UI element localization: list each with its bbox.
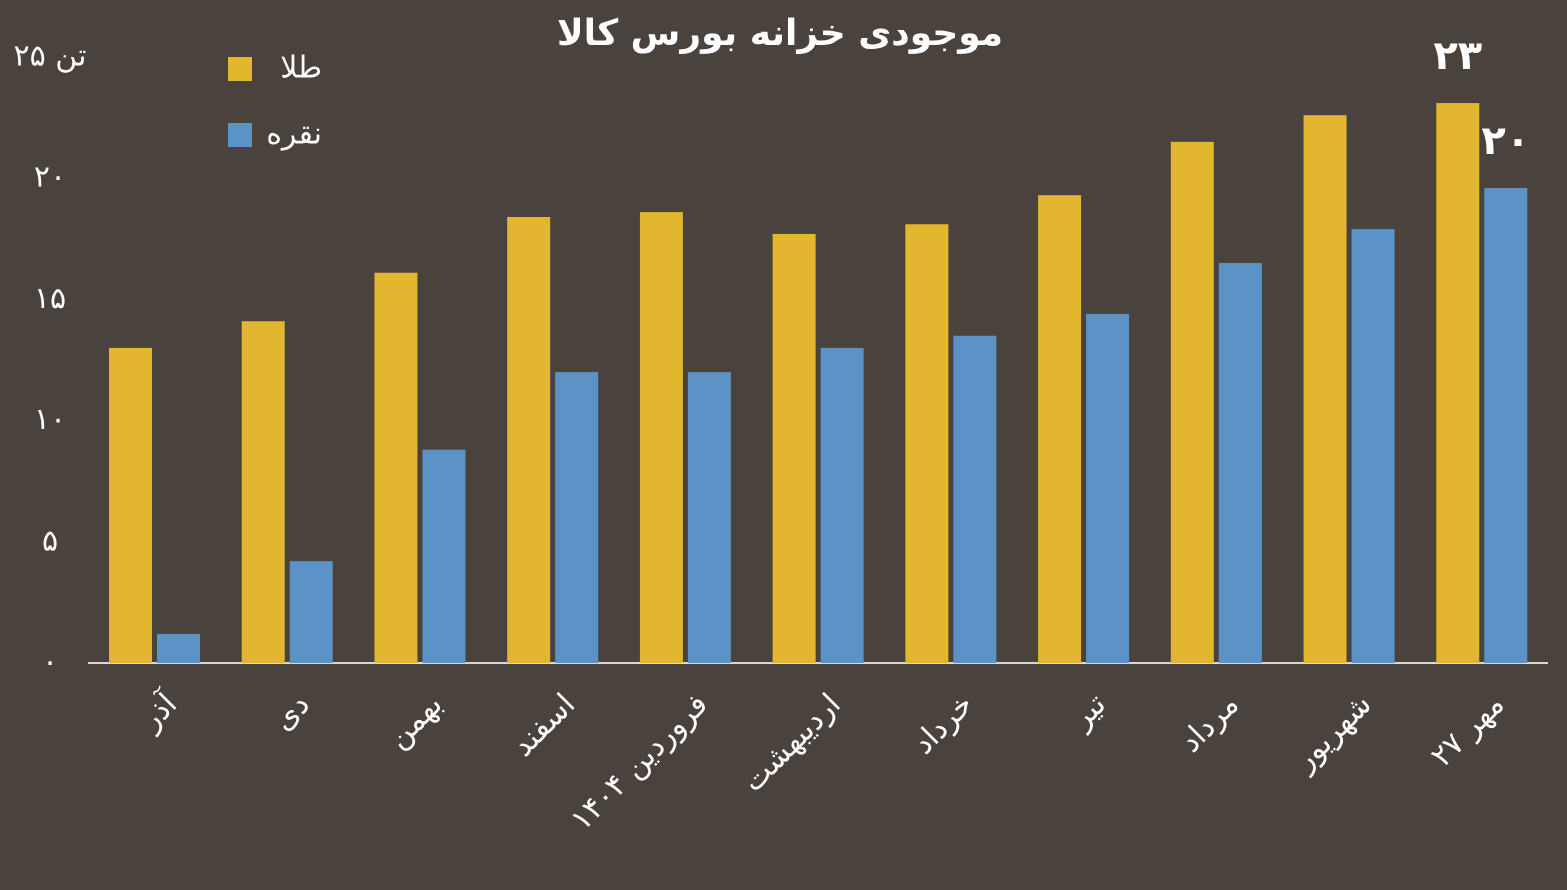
- x-tick-label: دی: [266, 687, 317, 738]
- x-tick-label: تیر: [1063, 687, 1113, 737]
- x-tick-label: شهریور: [1286, 687, 1379, 780]
- bar: [1484, 187, 1528, 663]
- bar: [953, 335, 997, 663]
- legend-swatch: [228, 123, 252, 147]
- bar: [109, 347, 152, 663]
- y-tick-label: ۵: [42, 523, 58, 558]
- x-tick-label: فروردین ۱۴۰۴: [564, 687, 715, 838]
- bar: [374, 272, 418, 663]
- bar: [157, 633, 200, 663]
- bar: [1218, 263, 1262, 663]
- x-tick-label: مرداد: [1173, 687, 1246, 760]
- bar: [1436, 103, 1480, 663]
- x-tick-label: اردیبهشت: [735, 687, 847, 799]
- x-tick-label: ۲۷ مهر: [1424, 687, 1511, 774]
- bar: [772, 233, 816, 663]
- legend-label: طلا: [280, 51, 322, 86]
- bar: [422, 449, 466, 663]
- x-tick-label: اسفند: [506, 687, 583, 764]
- bar: [507, 216, 551, 663]
- value-label: ۲۳: [1433, 33, 1482, 79]
- x-tick-label: خرداد: [906, 687, 980, 761]
- legend-swatch: [228, 57, 252, 81]
- x-tick-label: آذر: [132, 685, 186, 739]
- bar: [555, 372, 599, 663]
- bar: [687, 372, 731, 663]
- y-tick-label: ۱۰: [34, 402, 66, 437]
- y-tick-label: تن ۲۵: [14, 39, 87, 74]
- bar: [289, 561, 333, 663]
- y-tick-label: ۲۰: [34, 160, 66, 195]
- x-tick-label: بهمن: [381, 687, 450, 756]
- bar: [1038, 195, 1082, 663]
- bar: [1351, 229, 1395, 663]
- chart-title: موجودی خزانه بورس کالا: [557, 13, 1003, 54]
- value-label: ۲۰: [1481, 118, 1530, 164]
- bar: [1303, 115, 1347, 663]
- bar: [820, 347, 864, 663]
- bar: [905, 224, 949, 664]
- bar: [1170, 141, 1214, 664]
- y-tick-label: ۱۵: [34, 281, 66, 316]
- bar: [1086, 313, 1130, 663]
- y-tick-label: ۰: [42, 645, 58, 680]
- bar: [241, 321, 285, 663]
- legend-label: نقره: [266, 117, 322, 152]
- bar: [639, 212, 683, 664]
